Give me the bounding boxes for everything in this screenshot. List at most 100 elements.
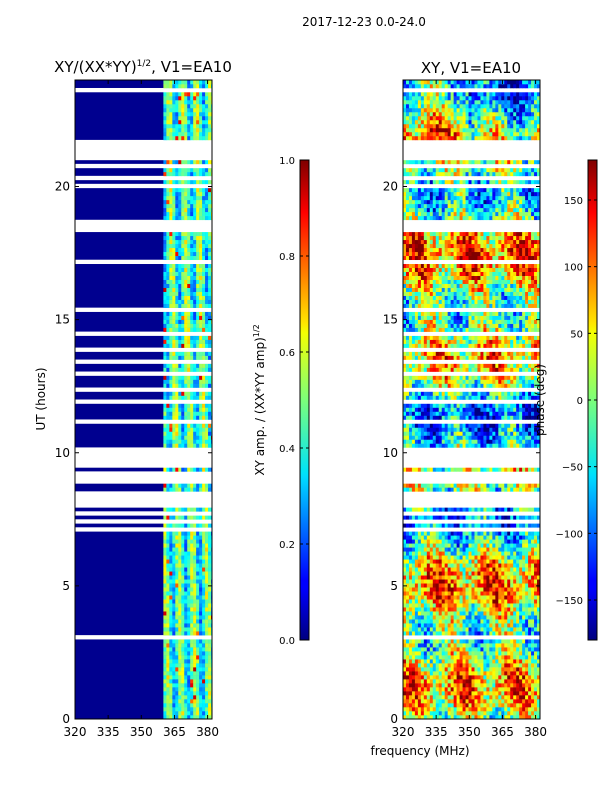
amplitude-cell <box>199 619 203 624</box>
phase-cell <box>453 563 457 568</box>
phase-cell <box>447 523 451 528</box>
phase-cell <box>459 607 463 612</box>
phase-cell <box>498 655 502 660</box>
amplitude-cell <box>169 639 173 644</box>
phase-cell <box>468 443 472 448</box>
amplitude-cell <box>184 535 188 540</box>
phase-cell <box>459 603 463 608</box>
amplitude-cell <box>205 623 209 628</box>
amplitude-cell <box>163 367 167 372</box>
phase-cell <box>495 663 499 668</box>
phase-cell <box>531 675 535 680</box>
phase-cell <box>441 579 445 584</box>
phase-cell <box>423 483 428 488</box>
amplitude-cell <box>187 559 191 564</box>
phase-cell <box>468 431 472 436</box>
phase-cell <box>459 663 463 668</box>
phase-cell <box>483 595 487 600</box>
phase-cell <box>525 507 529 512</box>
phase-cell <box>525 443 529 448</box>
phase-cell <box>408 535 413 540</box>
amplitude-cell <box>196 523 200 528</box>
phase-cell <box>495 699 499 704</box>
phase-cell <box>423 675 428 680</box>
amplitude-cell <box>193 159 197 165</box>
amplitude-cell <box>184 123 188 129</box>
phase-cell <box>420 571 425 576</box>
phase-cell <box>486 671 490 676</box>
amplitude-cell <box>163 303 167 308</box>
amplitude-cell <box>187 411 191 416</box>
amplitude-cell <box>196 99 200 105</box>
amplitude-cell <box>199 335 203 340</box>
phase-cell <box>531 651 535 656</box>
amplitude-cell <box>184 487 188 492</box>
amplitude-cell <box>199 615 203 620</box>
amplitude-cell <box>190 295 194 300</box>
phase-cell <box>516 595 520 600</box>
phase-cell <box>504 423 508 428</box>
amplitude-cell <box>172 215 176 221</box>
phase-cell <box>501 563 505 568</box>
amplitude-cell <box>199 355 203 360</box>
amplitude-cell <box>187 211 191 217</box>
phase-cell <box>465 603 469 608</box>
phase-cell <box>429 547 434 552</box>
phase-cell <box>516 507 520 512</box>
amplitude-cell <box>163 507 167 512</box>
amplitude-cell <box>175 435 179 440</box>
amplitude-cell <box>199 187 203 193</box>
amplitude-cell <box>208 299 212 304</box>
phase-cell <box>435 415 440 420</box>
phase-cell <box>528 535 532 540</box>
phase-cell <box>423 591 428 596</box>
amplitude-cell <box>181 91 185 97</box>
amplitude-cell <box>205 191 209 197</box>
amplitude-cell <box>187 631 191 636</box>
phase-cell <box>432 687 437 692</box>
amplitude-cell <box>175 263 179 269</box>
phase-cell <box>507 595 511 600</box>
amplitude-cell <box>202 443 206 448</box>
amplitude-cell <box>193 663 197 668</box>
phase-cell <box>534 667 538 672</box>
phase-cell <box>459 667 463 672</box>
phase-cell <box>465 407 469 412</box>
phase-cell <box>423 559 428 564</box>
phase-cell <box>432 647 437 652</box>
amplitude-cell <box>190 131 194 137</box>
phase-cell <box>528 679 532 684</box>
phase-cell <box>441 531 445 536</box>
phase-cell <box>462 671 466 676</box>
phase-cell <box>438 647 443 652</box>
phase-cell <box>459 523 463 528</box>
phase-cell <box>441 407 445 412</box>
amplitude-cell <box>178 615 182 620</box>
phase-cell <box>483 543 487 548</box>
amplitude-cell <box>199 243 203 249</box>
phase-cell <box>444 607 448 612</box>
amplitude-cell <box>205 207 209 213</box>
phase-cell <box>522 707 526 712</box>
amplitude-cell <box>205 315 209 320</box>
phase-cell <box>522 683 526 688</box>
amplitude-cell <box>199 579 203 584</box>
phase-cell <box>513 539 517 544</box>
phase-cell <box>534 551 538 556</box>
phase-cell <box>435 647 440 652</box>
phase-cell <box>426 579 431 584</box>
phase-cell <box>405 647 410 652</box>
amplitude-cell <box>169 80 173 85</box>
amplitude-cell <box>205 279 209 284</box>
phase-cell <box>522 555 526 560</box>
amplitude-cell <box>163 467 167 472</box>
amplitude-cell <box>190 111 194 117</box>
flagged-row <box>403 463 540 468</box>
phase-cell <box>438 711 443 716</box>
phase-cell <box>432 631 437 636</box>
phase-cell <box>483 655 487 660</box>
amplitude-cell <box>187 191 191 197</box>
phase-cell <box>486 415 490 420</box>
phase-cell <box>403 579 407 584</box>
phase-cell <box>432 623 437 628</box>
